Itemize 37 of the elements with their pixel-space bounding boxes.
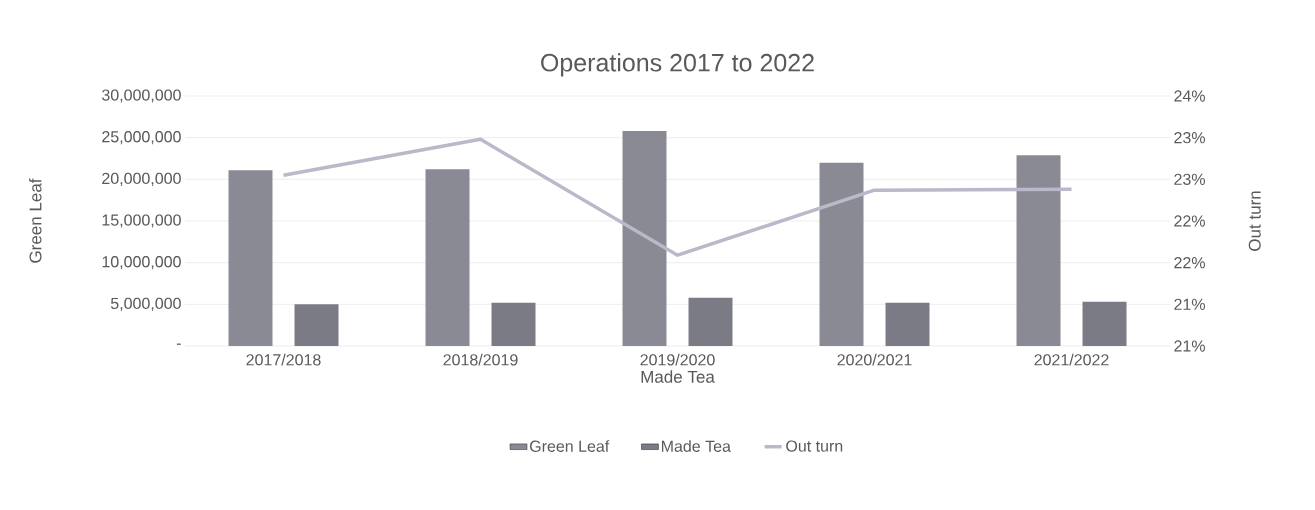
x-axis-title: Made Tea	[641, 370, 715, 383]
y2-axis-title: Out turn	[1248, 191, 1261, 251]
bar	[491, 302, 536, 346]
legend-label: Green Leaf	[530, 440, 610, 452]
y2-tick-label: 22%	[1174, 215, 1205, 227]
y2-tick-label: 23%	[1174, 132, 1205, 144]
bar	[228, 170, 273, 346]
bar	[885, 302, 930, 346]
y-tick-label: 25,000,000	[102, 131, 181, 145]
y-tick-label: 20,000,000	[102, 172, 181, 186]
x-tick-label: 2017/2018	[246, 353, 321, 366]
y2-tick-label: 22%	[1174, 257, 1205, 269]
y2-tick-label: 21%	[1174, 340, 1205, 352]
y2-tick-label: 24%	[1174, 90, 1205, 102]
bar	[294, 304, 339, 346]
y-tick-label: 15,000,000	[102, 214, 181, 228]
legend-label: Made Tea	[661, 440, 731, 452]
line-series	[281, 137, 1074, 257]
chart-title: Operations 2017 to 2022	[541, 53, 814, 77]
y-tick-label: 10,000,000	[102, 256, 181, 270]
bar	[425, 169, 470, 346]
bar	[688, 297, 733, 346]
y-tick-label: 30,000,000	[102, 89, 181, 103]
x-tick-label: 2018/2019	[443, 353, 518, 366]
bar	[819, 162, 864, 346]
x-tick-label: 2019/2020	[640, 353, 715, 366]
bar	[1016, 155, 1061, 346]
legend-label: Out turn	[786, 440, 843, 452]
y-tick-label: 5,000,000	[110, 297, 181, 311]
x-tick-label: 2021/2022	[1034, 353, 1109, 366]
y-tick-label: -	[176, 343, 181, 345]
y-axis-title: Green Leaf	[29, 178, 42, 263]
y2-tick-label: 21%	[1174, 298, 1205, 310]
bar	[622, 131, 667, 346]
bar	[1082, 301, 1127, 346]
x-tick-label: 2020/2021	[837, 353, 912, 366]
y2-tick-label: 23%	[1174, 173, 1205, 185]
